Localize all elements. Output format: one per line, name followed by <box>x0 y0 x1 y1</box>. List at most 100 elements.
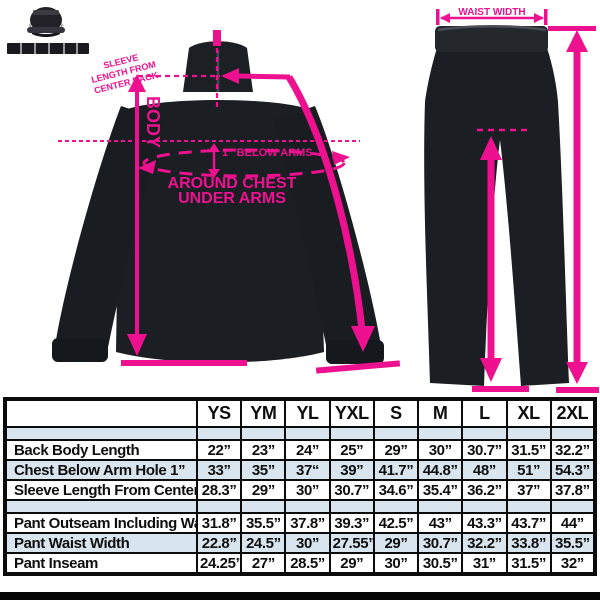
spacer-cell <box>505 426 552 441</box>
measurement-label: Back Body Length <box>4 439 198 461</box>
ellipse-arrowhead-left <box>138 160 156 174</box>
size-value-cell: 39.3” <box>328 512 375 534</box>
measurement-row: Chest Below Arm Hole 1” 33” 35” 37“ 39” 41.7”… <box>4 459 597 481</box>
cuff-end-bar <box>315 360 401 374</box>
spacer-cell <box>505 499 552 514</box>
size-column-header: YL <box>284 398 331 428</box>
size-value-cell: 35” <box>240 459 287 481</box>
waist-width-label: WAIST WIDTH <box>458 7 525 18</box>
spacer-cell <box>417 499 464 514</box>
size-column-header: YXL <box>328 398 375 428</box>
size-value-cell: 31.8” <box>195 512 243 534</box>
size-value-cell: 43.7” <box>505 512 552 534</box>
measurement-label: Pant Waist Width <box>4 532 198 554</box>
size-value-cell: 37” <box>505 479 552 501</box>
skull-logo-icon <box>27 7 65 37</box>
size-table: YS YM YL YXL S M L XL 2XL Back Body Length 22” 23”… <box>3 397 597 576</box>
size-value-cell: 22” <box>195 439 243 461</box>
size-value-cell: 34.6” <box>372 479 420 501</box>
waist-tick-right <box>544 9 548 25</box>
size-value-cell: 41.7” <box>372 459 420 481</box>
waist-arrowhead-left <box>440 13 450 23</box>
size-value-cell: 27” <box>240 552 287 575</box>
size-table-header-row: YS YM YL YXL S M L XL 2XL <box>4 398 597 428</box>
spacer-cell <box>461 426 508 441</box>
size-value-cell: 29” <box>240 479 287 501</box>
spacer-cell <box>284 499 331 514</box>
around-chest-label-line2: UNDER ARMS <box>178 190 286 207</box>
pants-silhouette <box>424 25 569 386</box>
size-value-cell: 30” <box>417 439 464 461</box>
size-column-header: 2XL <box>549 398 597 428</box>
spacer-cell <box>240 426 287 441</box>
measurement-label: Pant Outseam Including Waist <box>4 512 198 534</box>
outseam-bottom-bar <box>556 387 599 393</box>
collar-top-tick <box>213 30 221 46</box>
measurement-label: Pant Inseam <box>4 552 198 575</box>
size-value-cell: 32.2” <box>461 532 508 554</box>
outseam-arrowhead-up <box>566 30 588 52</box>
pants-annotations: WAIST WIDTH <box>436 7 599 393</box>
brand-wordmark <box>7 43 89 54</box>
size-value-cell: 27.55” <box>328 532 375 554</box>
size-value-cell: 39” <box>328 459 375 481</box>
size-value-cell: 24.5” <box>240 532 287 554</box>
size-value-cell: 30.5” <box>417 552 464 575</box>
size-column-header: YM <box>240 398 287 428</box>
around-chest-label-line1: AROUND CHEST <box>168 175 297 192</box>
size-value-cell: 42.5” <box>372 512 420 534</box>
measurement-row: Back Body Length 22” 23” 24” 25” 29” 30” 30.7” 3… <box>4 439 597 461</box>
size-value-cell: 51” <box>505 459 552 481</box>
size-column-header: XL <box>505 398 552 428</box>
measurement-row: Pant Outseam Including Waist31.8”35.5”37… <box>4 512 597 534</box>
size-value-cell: 33” <box>195 459 243 481</box>
size-value-cell: 44” <box>549 512 597 534</box>
table-corner-cell <box>4 398 198 428</box>
size-value-cell: 43.3” <box>461 512 508 534</box>
spacer-cell <box>417 426 464 441</box>
size-value-cell: 43” <box>417 512 464 534</box>
size-value-cell: 32” <box>549 552 597 575</box>
measurement-row: Pant Inseam 24.25” 27” 28.5” 29” 30” 30.5” 31” 3… <box>4 552 597 575</box>
outseam-arrowhead-down <box>566 362 588 384</box>
size-value-cell: 24.25” <box>195 552 243 575</box>
size-value-cell: 44.8” <box>417 459 464 481</box>
size-value-cell: 48” <box>461 459 508 481</box>
bottom-black-bar <box>0 592 600 600</box>
body-arrowhead-down <box>127 334 147 356</box>
size-value-cell: 35.4” <box>417 479 464 501</box>
spacer-cell <box>195 426 243 441</box>
size-value-cell: 31.5” <box>505 439 552 461</box>
size-column-header: L <box>461 398 508 428</box>
outseam-top-bar <box>548 26 596 31</box>
size-value-cell: 29” <box>372 532 420 554</box>
body-label: BODY <box>143 96 163 148</box>
inseam-arrowhead-up <box>480 136 502 160</box>
inseam-arrowhead-down <box>480 358 502 382</box>
hem-end-bar <box>121 360 247 366</box>
sleeve-arrowhead-down <box>351 326 375 352</box>
spacer-cell <box>372 499 420 514</box>
spacer-cell <box>372 426 420 441</box>
size-table-section: YS YM YL YXL S M L XL 2XL Back Body Length 22” 23”… <box>3 397 597 576</box>
size-value-cell: 22.8” <box>195 532 243 554</box>
measurement-label: Sleeve Length From Center Back <box>4 479 198 501</box>
size-value-cell: 23” <box>240 439 287 461</box>
inseam-bottom-bar <box>472 386 529 392</box>
size-value-cell: 24” <box>284 439 331 461</box>
size-column-header: M <box>417 398 464 428</box>
spacer-cell <box>4 426 198 441</box>
measurement-row: Sleeve Length From Center Back28.3”29”30… <box>4 479 597 501</box>
size-value-cell: 25” <box>328 439 375 461</box>
spacer-row <box>4 426 597 441</box>
size-value-cell: 32.2” <box>549 439 597 461</box>
waist-tick-left <box>436 9 440 25</box>
spacer-cell <box>549 426 597 441</box>
pants-waistband <box>435 26 548 52</box>
sleeve-note: SLEEVE LENGTH FROM CENTER BACK <box>90 52 159 95</box>
spacer-cell <box>461 499 508 514</box>
measurement-label: Chest Below Arm Hole 1” <box>4 459 198 481</box>
measurement-diagram: BODY 1” BELOW ARMS AROUND CHEST UNDER AR… <box>7 7 599 393</box>
size-value-cell: 35.5” <box>240 512 287 534</box>
size-value-cell: 30.7” <box>417 532 464 554</box>
